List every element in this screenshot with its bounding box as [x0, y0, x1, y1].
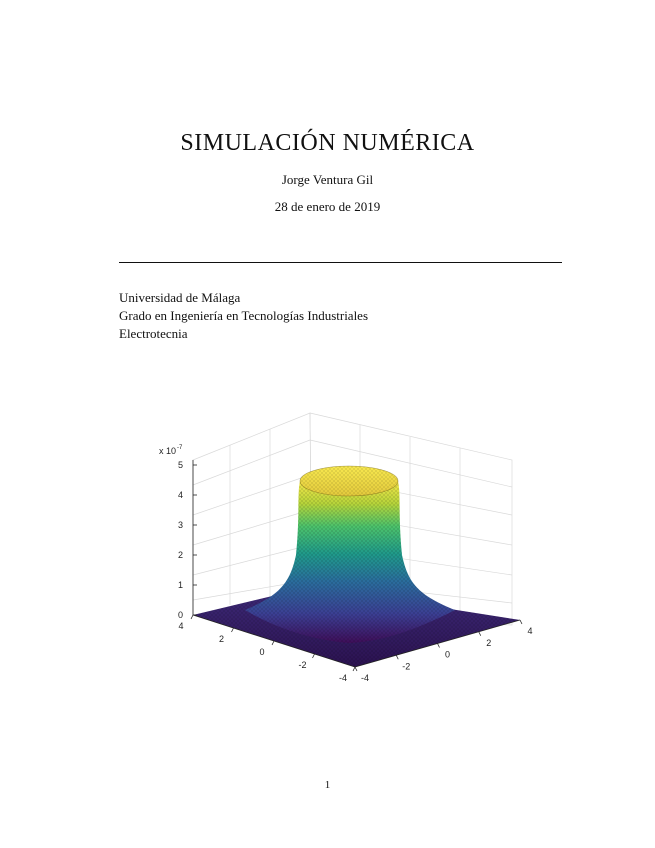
document-date: 28 de enero de 2019	[274, 199, 381, 214]
x-tick-label: 2	[486, 638, 491, 648]
y-tick-mark	[231, 627, 234, 633]
y-tick-mark	[312, 653, 315, 659]
y-tick-mark	[190, 614, 194, 620]
y-axis: 4 2 0 -2 -4	[178, 614, 356, 683]
z-tick-label: 4	[178, 490, 183, 500]
document-author: Jorge Ventura Gil	[281, 172, 374, 187]
y-ticks: 4 2 0 -2 -4	[178, 614, 356, 683]
z-tick-label: 5	[178, 460, 183, 470]
x-tick-mark	[395, 655, 399, 660]
affiliation-university: Universidad de Málaga	[119, 290, 241, 305]
document-title: SIMULACIÓN NUMÉRICA	[180, 130, 475, 156]
z-tick-label: 2	[178, 550, 183, 560]
x-ticks: -4 -2 0 2 4	[354, 619, 533, 683]
horizontal-rule	[119, 262, 562, 263]
x-tick-label: 4	[527, 626, 532, 636]
z-tick-label: 3	[178, 520, 183, 530]
y-tick-mark	[271, 640, 275, 646]
z-exponent-power: -7	[177, 445, 183, 451]
y-tick-label: 4	[178, 621, 183, 631]
x-tick-mark	[478, 631, 482, 636]
surface-plot-figure: x 10 -7 0 1 2 3 4 5 4 2 0 -2 -4 -4 -2 0 2 4	[150, 405, 540, 690]
affiliation-block: Universidad de Málaga Grado en Ingenierí…	[119, 289, 368, 343]
x-tick-label: -4	[361, 673, 369, 683]
z-tick-label: 1	[178, 580, 183, 590]
y-tick-mark	[352, 666, 356, 672]
z-axis: x 10 -7 0 1 2 3 4 5	[159, 445, 197, 620]
page-number: 1	[324, 779, 331, 791]
affiliation-course: Electrotecnia	[119, 326, 188, 341]
x-tick-mark	[437, 643, 440, 648]
y-tick-label: 2	[219, 634, 224, 644]
y-tick-label: 0	[259, 647, 264, 657]
x-tick-label: 0	[445, 650, 450, 660]
x-tick-label: -2	[402, 661, 410, 671]
y-tick-label: -2	[298, 660, 306, 670]
z-exponent-label: x 10	[159, 446, 176, 456]
x-axis: -4 -2 0 2 4	[354, 619, 533, 683]
x-tick-mark	[354, 666, 358, 672]
x-tick-mark	[519, 619, 523, 625]
z-tick-label: 0	[178, 610, 183, 620]
y-tick-label: -4	[339, 673, 347, 683]
z-ticks: 0 1 2 3 4 5	[178, 460, 197, 620]
affiliation-degree: Grado en Ingeniería en Tecnologías Indus…	[119, 308, 369, 323]
